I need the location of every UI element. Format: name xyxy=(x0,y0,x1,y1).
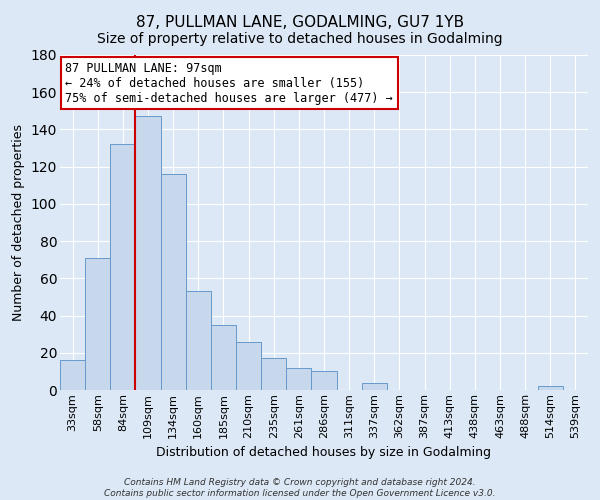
Bar xyxy=(211,325,236,390)
Bar xyxy=(161,174,186,390)
Bar xyxy=(110,144,136,390)
Bar xyxy=(538,386,563,390)
X-axis label: Distribution of detached houses by size in Godalming: Distribution of detached houses by size … xyxy=(157,446,491,459)
Bar xyxy=(362,382,387,390)
Bar xyxy=(311,372,337,390)
Bar xyxy=(261,358,286,390)
Bar xyxy=(60,360,85,390)
Text: 87 PULLMAN LANE: 97sqm
← 24% of detached houses are smaller (155)
75% of semi-de: 87 PULLMAN LANE: 97sqm ← 24% of detached… xyxy=(65,62,393,104)
Text: Size of property relative to detached houses in Godalming: Size of property relative to detached ho… xyxy=(97,32,503,46)
Bar xyxy=(85,258,110,390)
Text: Contains HM Land Registry data © Crown copyright and database right 2024.
Contai: Contains HM Land Registry data © Crown c… xyxy=(104,478,496,498)
Bar xyxy=(236,342,261,390)
Bar xyxy=(136,116,161,390)
Bar xyxy=(186,292,211,390)
Text: 87, PULLMAN LANE, GODALMING, GU7 1YB: 87, PULLMAN LANE, GODALMING, GU7 1YB xyxy=(136,15,464,30)
Bar xyxy=(286,368,311,390)
Y-axis label: Number of detached properties: Number of detached properties xyxy=(12,124,25,321)
